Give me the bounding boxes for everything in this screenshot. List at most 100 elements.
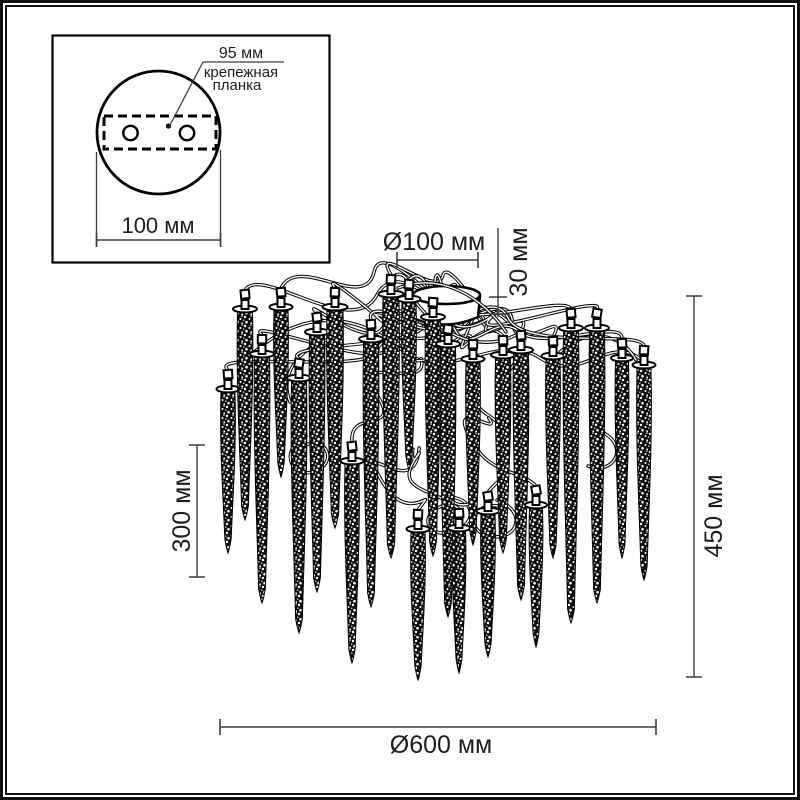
total-height-label: 450 мм <box>700 474 728 557</box>
drop-body <box>220 389 236 555</box>
hole-spacing-label: 95 мм <box>219 45 263 62</box>
canopy-height-label: 30 мм <box>505 227 533 296</box>
drop-bead <box>497 334 509 346</box>
drop-bead <box>547 335 559 347</box>
dimension-total-height: 450 мм <box>686 295 728 678</box>
drop-bead <box>256 333 268 345</box>
drop-bead <box>453 507 465 519</box>
crystal-drop <box>524 484 548 649</box>
dimension-plate-width: 100 мм <box>95 150 222 247</box>
crystal-drop <box>405 508 431 682</box>
crystal-drop <box>358 318 384 609</box>
drop-bead <box>616 337 628 349</box>
drop-neck <box>566 318 576 329</box>
drop-body <box>451 528 467 675</box>
crystal-drop <box>558 307 584 625</box>
drop-body <box>382 294 400 560</box>
drop-body <box>614 358 630 560</box>
mount-hole-left <box>122 124 139 142</box>
drop-bead <box>346 440 358 452</box>
drop-bead <box>530 484 543 497</box>
mount-hole-right <box>178 124 196 142</box>
crystal-drops <box>215 273 657 682</box>
leader-line <box>168 61 284 128</box>
drop-body <box>362 339 380 609</box>
crystal-drop <box>396 278 422 472</box>
drop-body <box>636 365 652 582</box>
drop-length-label: 300 мм <box>168 469 196 552</box>
drop-neck <box>240 299 250 310</box>
drop-body <box>290 378 308 635</box>
drop-neck <box>483 501 493 512</box>
mount-bracket-outline <box>102 114 218 151</box>
drop-body <box>410 529 426 682</box>
crystal-drop <box>540 335 566 560</box>
branch-wire <box>373 447 427 511</box>
drop-bead <box>638 344 650 356</box>
drop-body <box>494 355 512 555</box>
drop-neck <box>312 322 322 333</box>
mount-plate-circle <box>95 69 222 196</box>
drop-neck <box>366 329 376 340</box>
crystal-drop <box>610 337 634 560</box>
drop-neck <box>223 379 233 390</box>
drop-bead <box>239 288 251 300</box>
drop-body <box>236 309 254 522</box>
drop-body <box>401 299 417 472</box>
extension-line <box>95 150 222 247</box>
dimensions: Ø100 мм 30 мм 300 мм 450 мм Ø600 мм <box>168 227 728 759</box>
drop-body <box>273 307 289 479</box>
drop-bead <box>403 278 415 290</box>
crystal-drop <box>508 329 534 602</box>
tick <box>396 252 479 268</box>
drop-neck <box>468 349 478 360</box>
plate-width-label: 100 мм <box>121 213 194 238</box>
tick <box>95 233 222 247</box>
drop-bead <box>222 368 234 380</box>
drop-bead <box>311 311 323 324</box>
crystal-drop <box>460 338 486 547</box>
drop-neck <box>386 284 396 295</box>
drop-bead <box>293 357 305 370</box>
drop-body <box>308 332 326 594</box>
crystal-drop <box>268 286 294 479</box>
drop-neck <box>347 451 357 462</box>
drop-neck <box>639 355 649 366</box>
drop-bead <box>442 323 454 336</box>
drop-body <box>326 307 344 530</box>
drop-neck <box>443 334 453 345</box>
drop-body <box>344 461 360 665</box>
dimension-canopy-height: 30 мм <box>489 227 533 317</box>
dimension-total-diameter: Ø600 мм <box>219 719 657 759</box>
tick <box>489 296 507 315</box>
drop-bead <box>565 307 577 319</box>
drop-neck <box>548 346 558 357</box>
drop-body <box>588 328 606 605</box>
drop-neck <box>516 340 526 351</box>
crystal-drop <box>377 273 405 560</box>
crystal-drop <box>447 507 471 675</box>
drop-neck <box>531 495 541 506</box>
drop-neck <box>330 297 340 308</box>
drop-bead <box>467 338 479 350</box>
dimension-canopy-diameter: Ø100 мм <box>383 228 485 268</box>
drop-neck <box>413 519 423 530</box>
tick <box>686 295 702 678</box>
crystal-drop <box>631 344 657 582</box>
tick <box>189 444 205 578</box>
drop-neck <box>276 297 286 308</box>
drop-neck <box>454 518 464 529</box>
drop-neck <box>617 348 627 359</box>
drop-bead <box>385 273 397 285</box>
drop-neck <box>592 318 602 329</box>
crystal-drop <box>420 296 446 558</box>
crystal-drop <box>584 307 610 605</box>
crystal-drop <box>232 288 258 522</box>
bracket-label-line1: крепежная <box>204 64 278 81</box>
mounting-plate-inset: 95 мм крепежная планка 100 мм <box>51 34 331 264</box>
crystal-drop <box>286 357 312 635</box>
drop-neck <box>498 345 508 356</box>
crystal-drop <box>339 440 365 665</box>
drop-bead <box>412 508 424 520</box>
